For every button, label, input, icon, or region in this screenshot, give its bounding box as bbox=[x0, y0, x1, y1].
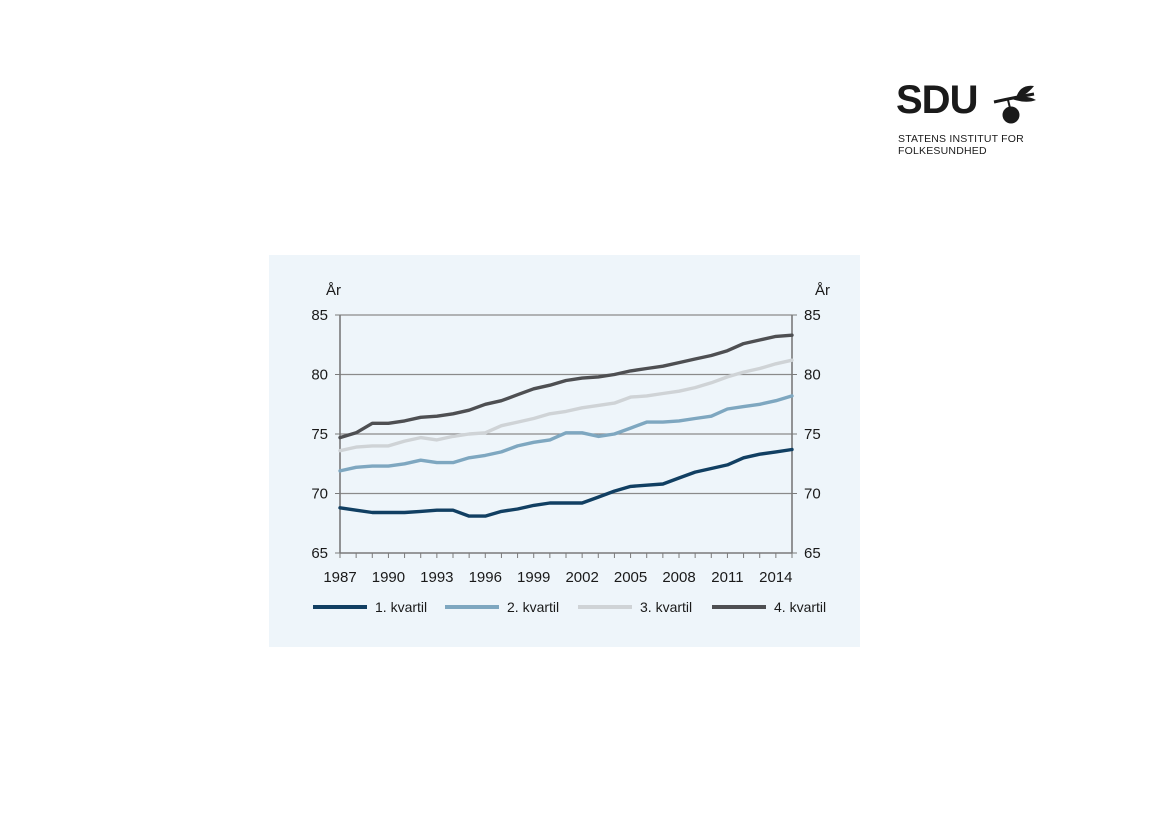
x-tick-2008: 2008 bbox=[662, 569, 695, 586]
y-tick-right-70: 70 bbox=[804, 486, 821, 503]
x-tick-2005: 2005 bbox=[614, 569, 647, 586]
y-unit-left: År bbox=[326, 282, 341, 299]
y-tick-left-75: 75 bbox=[311, 426, 328, 443]
chart-panel: 65 65 70 70 75 75 80 80 85 85 1987 1990 1993 1996 1999… bbox=[269, 255, 860, 647]
series-line-3 bbox=[338, 358, 794, 453]
x-tick-1987: 1987 bbox=[323, 569, 356, 586]
logo-line-1: STATENS INSTITUT FOR bbox=[898, 133, 1024, 145]
y-tick-right-65: 65 bbox=[804, 545, 821, 562]
series-line-1 bbox=[338, 447, 794, 518]
x-tick-1990: 1990 bbox=[372, 569, 405, 586]
series-line-4 bbox=[338, 333, 794, 440]
legend-label-1: 1. kvartil bbox=[375, 599, 427, 615]
x-tick-1999: 1999 bbox=[517, 569, 550, 586]
legend-label-3: 3. kvartil bbox=[640, 599, 692, 615]
series-line-2 bbox=[338, 394, 794, 473]
x-tick-2014: 2014 bbox=[759, 569, 792, 586]
y-unit-right: År bbox=[815, 282, 830, 299]
olive-branch-icon bbox=[993, 85, 1036, 124]
x-tick-1993: 1993 bbox=[420, 569, 453, 586]
logo-wordmark: SDU bbox=[896, 78, 978, 122]
x-tick-1996: 1996 bbox=[469, 569, 502, 586]
x-tick-2011: 2011 bbox=[711, 569, 743, 586]
y-tick-right-80: 80 bbox=[804, 367, 821, 384]
logo-line-2: FOLKESUNDHED bbox=[898, 145, 987, 157]
y-tick-right-75: 75 bbox=[804, 426, 821, 443]
x-tick-2002: 2002 bbox=[565, 569, 598, 586]
y-tick-left-70: 70 bbox=[311, 486, 328, 503]
y-tick-left-80: 80 bbox=[311, 367, 328, 384]
life-expectancy-chart: 65 65 70 70 75 75 80 80 85 85 1987 1990 1993 1996 1999… bbox=[311, 282, 830, 615]
y-tick-left-65: 65 bbox=[311, 545, 328, 562]
y-tick-right-85: 85 bbox=[804, 307, 821, 324]
legend-label-4: 4. kvartil bbox=[774, 599, 826, 615]
sdu-logo: SDU STATENS INSTITUT FOR FOLKESUNDHED bbox=[896, 80, 1056, 160]
legend-label-2: 2. kvartil bbox=[507, 599, 559, 615]
y-tick-left-85: 85 bbox=[311, 307, 328, 324]
